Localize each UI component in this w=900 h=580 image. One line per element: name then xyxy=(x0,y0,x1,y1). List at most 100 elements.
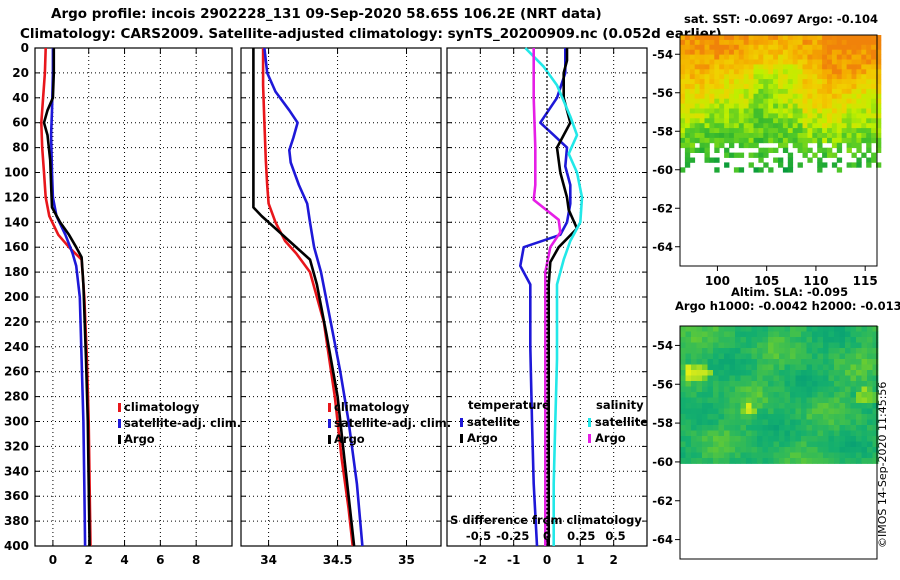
sst-cell xyxy=(773,84,779,90)
sst-cell xyxy=(714,69,720,75)
legend-swatch xyxy=(460,434,463,443)
sla-cell xyxy=(768,452,774,459)
sla-cell xyxy=(685,447,692,453)
sla-cell xyxy=(867,419,873,426)
sst-cell xyxy=(768,103,774,109)
series-salinity-argo xyxy=(532,48,562,546)
map-y-tick-label: -64 xyxy=(652,533,673,547)
sst-cell xyxy=(704,118,710,124)
sla-cell xyxy=(685,386,692,393)
sst-cell xyxy=(836,113,843,119)
sst-cell xyxy=(753,54,759,60)
sla-cell xyxy=(751,381,758,387)
sla-cell xyxy=(740,337,747,343)
sst-cell xyxy=(684,74,691,80)
sst-cell xyxy=(724,152,730,158)
sst-cell xyxy=(699,69,705,75)
sst-cell xyxy=(758,93,764,100)
sst-cell xyxy=(763,54,769,60)
sla-cell xyxy=(867,370,873,376)
sst-cell xyxy=(802,84,808,90)
sst-cell xyxy=(841,44,847,51)
sst-cell xyxy=(812,69,818,75)
sst-cell xyxy=(724,98,730,104)
sst-cell xyxy=(787,133,794,139)
sst-cell xyxy=(719,118,725,124)
sla-cell xyxy=(872,452,879,459)
sla-cell xyxy=(707,458,714,464)
sst-cell xyxy=(738,79,745,85)
sst-cell xyxy=(871,84,877,90)
sla-cell xyxy=(872,348,879,354)
sla-cell xyxy=(680,441,686,448)
sst-cell xyxy=(738,54,745,60)
sla-cell xyxy=(773,353,780,360)
sla-cell xyxy=(773,381,780,387)
sla-cell xyxy=(806,348,813,354)
sst-cell xyxy=(817,93,823,100)
sla-cell xyxy=(861,430,868,437)
sla-cell xyxy=(806,337,813,343)
sla-cell xyxy=(850,326,857,332)
sla-cell xyxy=(806,414,813,420)
sst-cell xyxy=(680,39,686,46)
sst-cell xyxy=(729,54,735,60)
sst-cell xyxy=(787,162,794,168)
sla-cell xyxy=(729,419,736,426)
sla-cell xyxy=(817,430,824,437)
sla-cell xyxy=(768,386,774,393)
sla-cell xyxy=(724,430,730,437)
sla-cell xyxy=(839,331,846,338)
sst-cell xyxy=(812,133,818,139)
sla-cell xyxy=(696,452,703,459)
sla-cell xyxy=(735,458,741,464)
sst-cell xyxy=(782,49,789,55)
sst-cell xyxy=(684,39,691,46)
sla-cell xyxy=(735,342,741,349)
sla-cell xyxy=(740,370,747,376)
sst-cell xyxy=(831,123,838,129)
sla-cell xyxy=(861,326,868,332)
sst-cell xyxy=(743,54,749,60)
sst-cell xyxy=(680,69,686,75)
sst-cell xyxy=(763,64,769,70)
sst-cell xyxy=(719,69,725,75)
sst-cell xyxy=(768,49,774,55)
sst-cell xyxy=(817,39,823,46)
legend-swatch xyxy=(328,419,331,428)
sla-cell xyxy=(828,353,835,360)
sla-cell xyxy=(685,342,692,349)
sst-cell xyxy=(714,118,720,124)
sst-cell xyxy=(827,69,833,75)
sla-cell xyxy=(685,441,692,448)
sst-cell xyxy=(836,39,843,46)
sla-cell xyxy=(850,331,857,338)
sst-cell xyxy=(822,69,828,75)
series-salinity-satellite xyxy=(524,47,584,546)
sst-cell xyxy=(768,74,774,80)
sla-cell xyxy=(839,419,846,426)
sst-cell xyxy=(782,128,789,134)
sla-cell xyxy=(718,397,725,404)
sla-cell xyxy=(779,331,785,338)
sla-cell xyxy=(680,326,686,332)
sst-cell xyxy=(876,64,882,70)
sla-cell xyxy=(812,419,818,426)
sst-cell xyxy=(851,54,857,60)
sla-cell xyxy=(685,375,692,382)
sla-cell xyxy=(806,441,813,448)
sla-cell xyxy=(718,353,725,360)
sst-cell xyxy=(861,128,867,134)
sla-cell xyxy=(713,353,719,360)
sst-cell xyxy=(871,128,877,134)
sla-cell xyxy=(823,408,829,415)
sla-cell xyxy=(757,414,763,420)
sla-cell xyxy=(680,342,686,349)
sla-cell xyxy=(729,342,736,349)
sst-cell xyxy=(738,49,745,55)
sla-cell xyxy=(861,403,868,409)
sla-cell xyxy=(845,342,851,349)
sst-cell xyxy=(787,49,794,55)
sst-cell xyxy=(743,84,749,90)
sst-cell xyxy=(753,123,759,129)
